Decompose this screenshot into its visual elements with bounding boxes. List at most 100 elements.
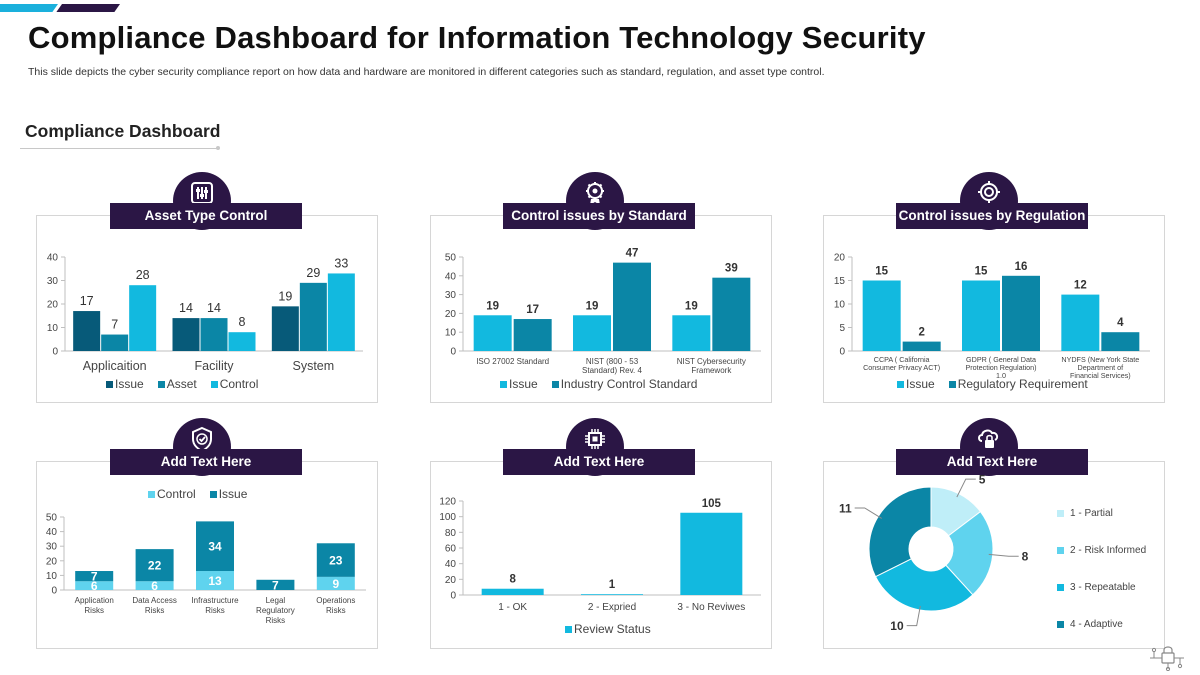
data-label: 7 xyxy=(111,318,118,332)
data-label: 8 xyxy=(1022,550,1029,564)
slice-3-repeatable xyxy=(874,558,974,612)
legend-label: Issue xyxy=(906,377,935,391)
data-label: 17 xyxy=(526,304,539,316)
legend-swatch xyxy=(1057,584,1064,591)
bar-regulatory-requirement-nydfs-new-york-state-department-of-financial-services xyxy=(1101,332,1140,351)
bar-industry-control-standard-nist-cybersecurity-framework xyxy=(712,277,751,351)
data-label: 19 xyxy=(586,300,599,312)
bar-2-expried xyxy=(581,594,643,595)
category-label: Risks xyxy=(326,606,346,615)
data-label: 6 xyxy=(151,579,158,593)
bar-issue-gdpr-general-data-protection-regulation-1-0 xyxy=(962,280,1000,351)
bar-issue-nist-cybersecurity-framework xyxy=(672,315,711,351)
legend-item-industry-control-standard: Industry Control Standard xyxy=(551,377,698,391)
category-label: Regulatory xyxy=(256,606,295,615)
maturity-chart: 5 8 10 11 xyxy=(839,473,1029,633)
data-label: 7 xyxy=(91,570,98,584)
legend-item-asset: Asset xyxy=(157,377,197,391)
review-panel-title: Add Text Here xyxy=(503,449,695,475)
maturity-panel-title: Add Text Here xyxy=(896,449,1088,475)
y-tick-label: 20 xyxy=(47,300,59,311)
y-tick-label: 100 xyxy=(439,512,456,523)
legend-item-issue: Issue xyxy=(106,377,144,391)
legend-label: Control xyxy=(219,377,259,391)
legend-item-4-adaptive: 4 - Adaptive xyxy=(1057,606,1146,643)
legend-swatch xyxy=(897,380,904,388)
data-label: 28 xyxy=(136,268,150,282)
legend-label: 3 - Repeatable xyxy=(1070,582,1136,593)
legend-item-review-status: Review Status xyxy=(565,622,651,636)
data-label: 15 xyxy=(975,266,988,278)
bar-industry-control-standard-iso-27002-standard xyxy=(513,319,552,351)
bar-industry-control-standard-nist-800-53-standard-rev-4 xyxy=(613,262,651,351)
regulation-panel-title: Control issues by Regulation xyxy=(896,203,1088,229)
category-label: Risks xyxy=(266,616,286,625)
category-label: Financial Services) xyxy=(1070,371,1131,380)
category-label: NIST Cybersecurity xyxy=(677,357,746,366)
data-label: 12 xyxy=(1074,280,1087,292)
data-label: 1 xyxy=(609,579,616,591)
bar-issue-application-risks xyxy=(75,571,114,582)
asset-panel-title: Asset Type Control xyxy=(110,203,302,229)
maturity-legend: 1 - Partial 2 - Risk Informed 3 - Repeatab… xyxy=(1057,495,1146,643)
bar-asset-system xyxy=(299,282,327,351)
data-label: 17 xyxy=(80,294,94,308)
data-label: 23 xyxy=(329,554,343,568)
leader-line xyxy=(906,605,921,627)
legend-item-issue: Issue xyxy=(209,487,248,501)
category-label: Operations xyxy=(316,596,355,605)
y-tick-label: 30 xyxy=(445,290,457,301)
legend-item-issue: Issue xyxy=(897,377,935,391)
category-label: ISO 27002 Standard xyxy=(476,357,549,366)
y-tick-label: 30 xyxy=(47,276,59,287)
legend-swatch xyxy=(106,380,113,388)
legend-item-1-partial: 1 - Partial xyxy=(1057,495,1146,532)
legend-swatch xyxy=(948,380,956,388)
legend-label: Industry Control Standard xyxy=(560,377,698,391)
accent-bar-purple xyxy=(56,4,120,12)
y-tick-label: 40 xyxy=(445,271,457,282)
y-tick-label: 5 xyxy=(839,323,845,334)
asset-legend: Issue Asset Control xyxy=(106,377,258,391)
bar-3-no-reviwes xyxy=(680,512,743,595)
page-subtitle: This slide depicts the cyber security co… xyxy=(28,66,825,78)
review-legend: Review Status xyxy=(565,622,651,636)
bar-issue-system xyxy=(271,306,299,351)
bar-control-facility xyxy=(228,332,256,351)
data-label: 14 xyxy=(207,301,221,315)
bar-control-data-access-risks xyxy=(135,581,174,590)
legend-item-control: Control xyxy=(210,377,259,391)
data-label: 33 xyxy=(334,256,348,270)
category-label: System xyxy=(292,359,334,373)
risks-panel-title: Add Text Here xyxy=(110,449,302,475)
category-label: 1 - OK xyxy=(498,602,527,613)
data-label: 11 xyxy=(839,501,852,515)
legend-label: Regulatory Requirement xyxy=(957,377,1088,391)
review-chart: 0 20 40 60 80 100 120 8 1 - OK 1 2 - Expried 105 3 -… xyxy=(439,497,761,613)
data-label: 8 xyxy=(509,574,516,586)
category-label: Framework xyxy=(691,366,732,375)
standard-legend: Issue Industry Control Standard xyxy=(500,377,697,391)
section-divider-dot xyxy=(216,146,220,150)
y-tick-label: 30 xyxy=(46,542,58,553)
category-label: Application xyxy=(75,596,114,605)
data-label: 34 xyxy=(208,540,222,554)
data-label: 47 xyxy=(626,248,639,260)
category-label: Infrastructure xyxy=(191,596,239,605)
data-label: 19 xyxy=(685,300,698,312)
y-tick-label: 50 xyxy=(445,253,457,264)
legend-swatch xyxy=(500,380,507,388)
bar-asset-facility xyxy=(200,318,228,351)
legend-label: 1 - Partial xyxy=(1070,508,1113,519)
slice-2-risk-informed xyxy=(945,510,994,596)
data-label: 16 xyxy=(1015,261,1028,273)
category-label: Protection Regulation) xyxy=(965,363,1036,372)
legend-item-2-risk-informed: 2 - Risk Informed xyxy=(1057,532,1146,569)
legend-label: Issue xyxy=(115,377,144,391)
legend-label: Issue xyxy=(218,487,248,501)
data-label: 105 xyxy=(702,498,722,510)
legend-item-issue: Issue xyxy=(500,377,538,391)
y-tick-label: 0 xyxy=(450,347,456,358)
y-tick-label: 0 xyxy=(450,591,456,602)
asset-chart: 0 10 20 30 40 17 7 28 Applicaition 14 14 8 Facility 1… xyxy=(47,253,363,373)
